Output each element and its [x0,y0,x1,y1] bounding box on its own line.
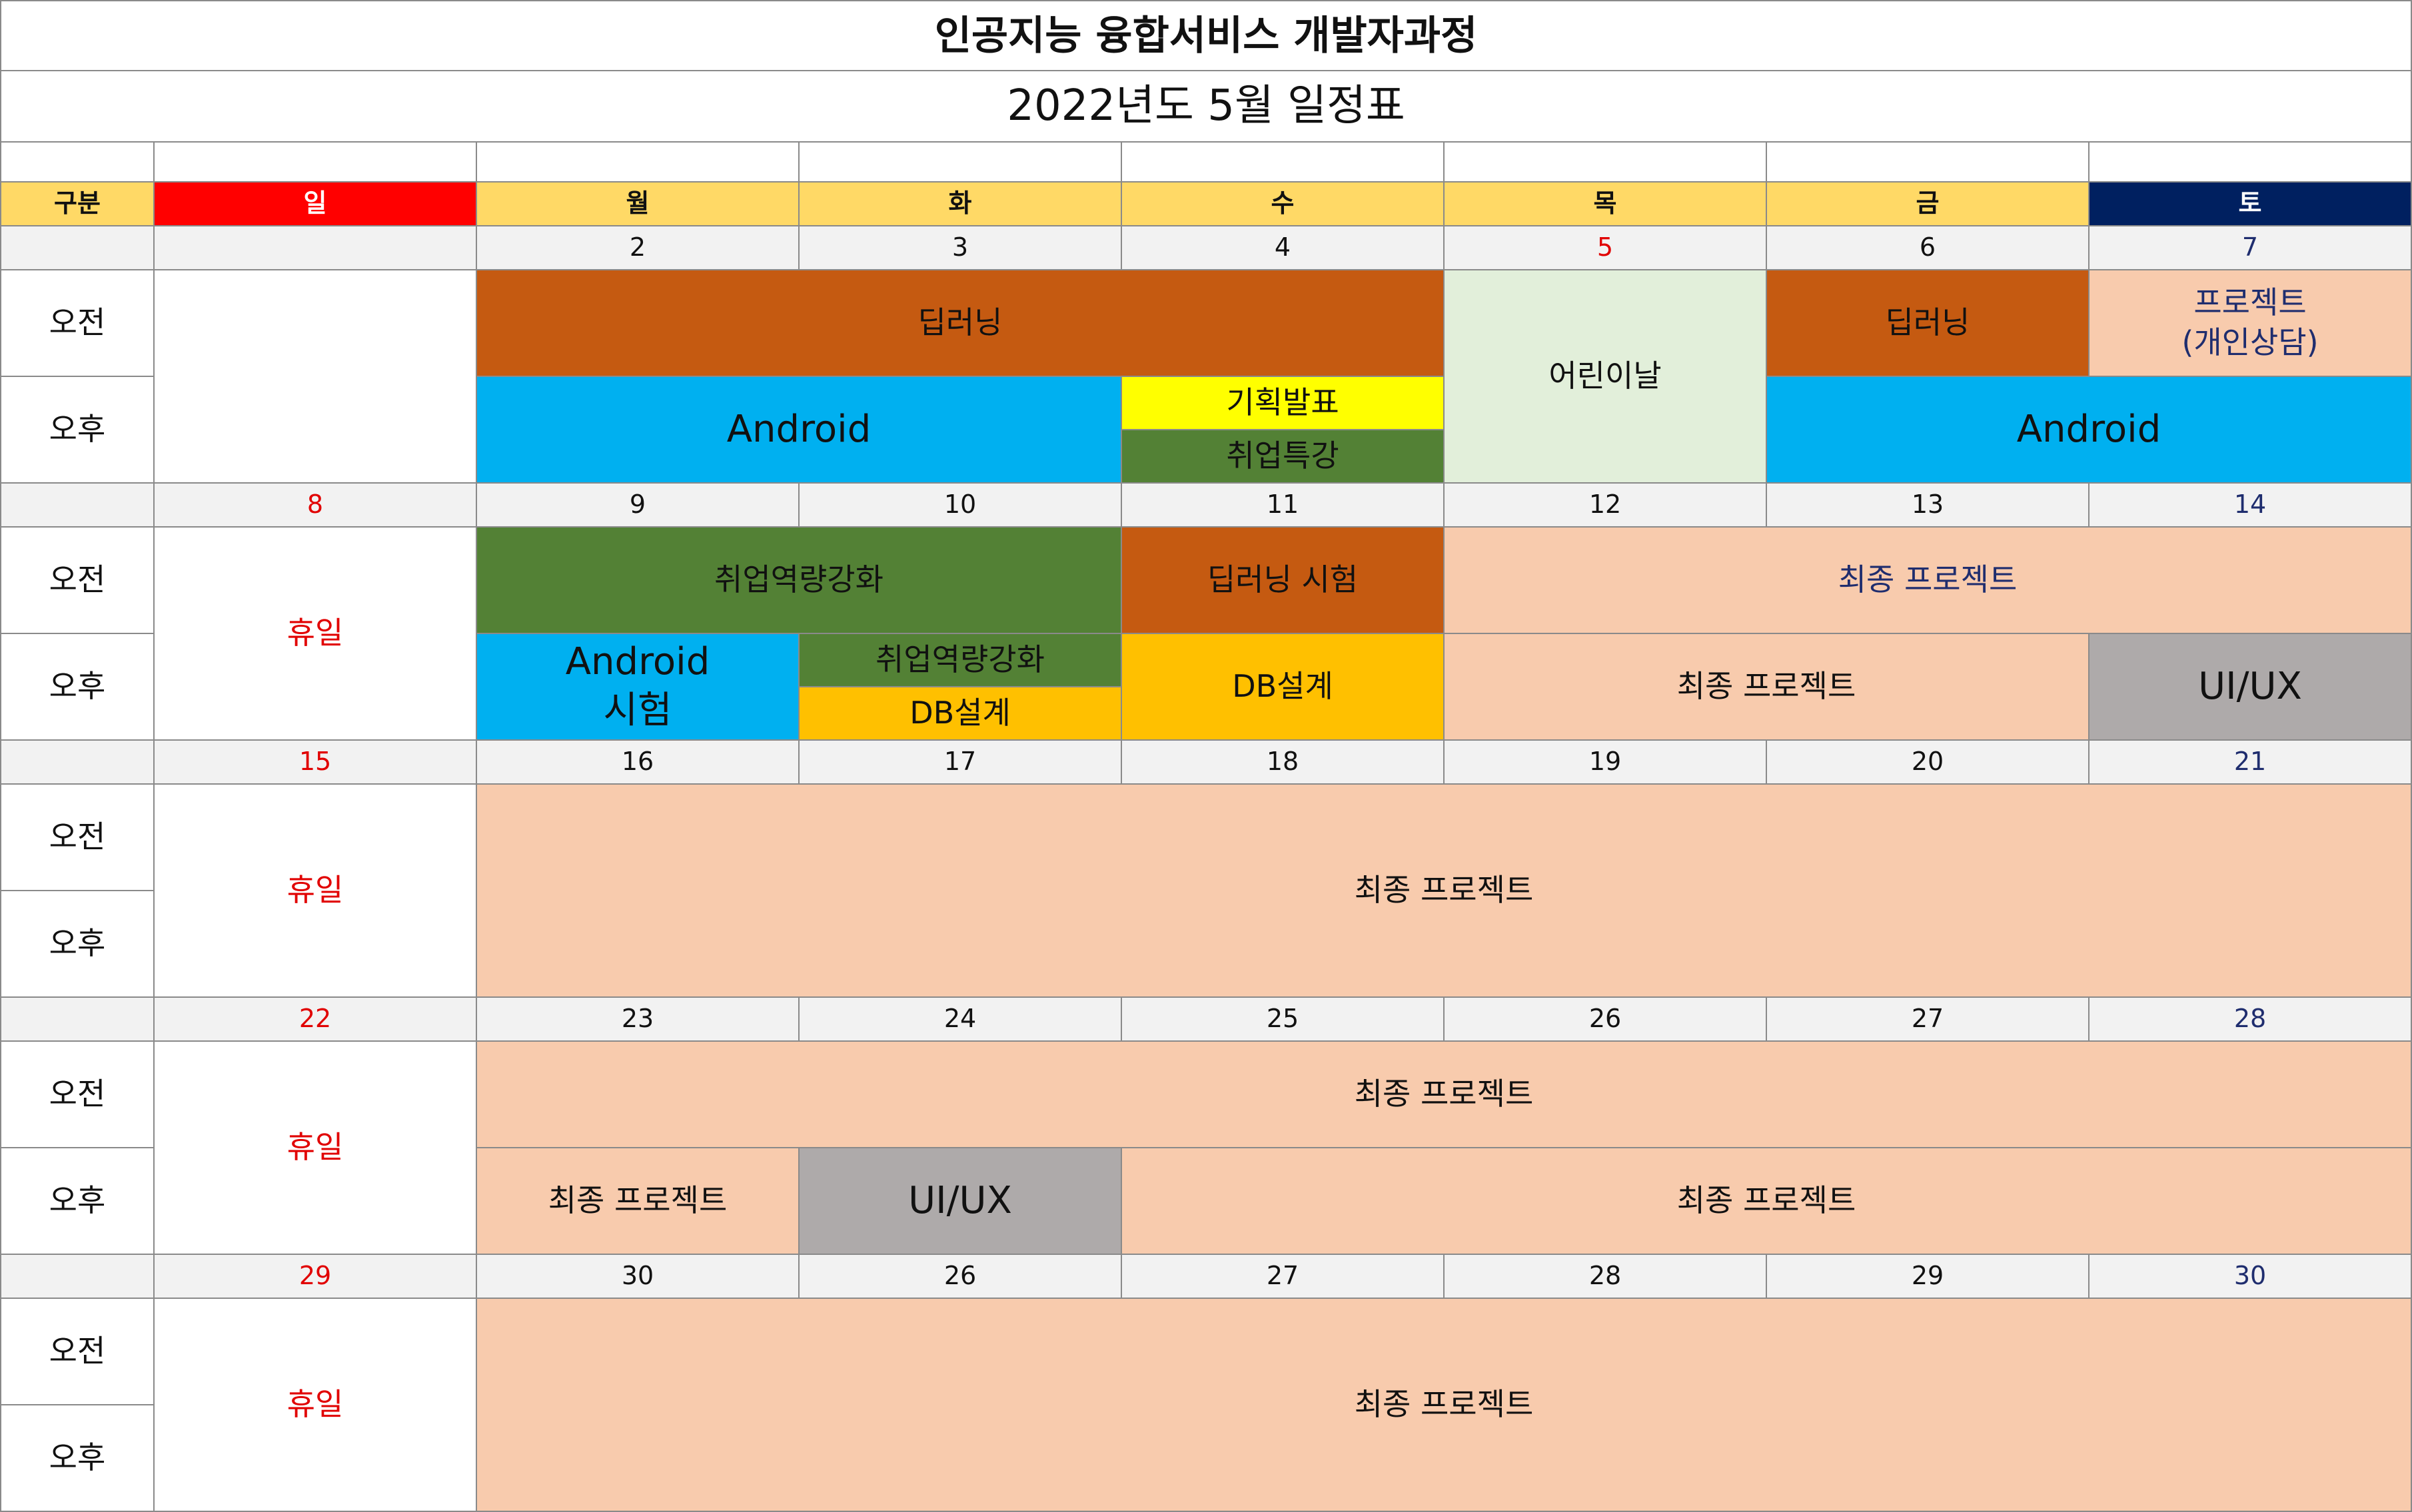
date-cell: 9 [477,484,800,528]
period-label-pm: 오후 [0,1148,155,1255]
spacer-cell [1767,143,2090,183]
day-header-sun: 일 [155,183,477,226]
date-cell: 3 [800,226,1122,270]
date-row-label [0,226,155,270]
period-label-am: 오전 [0,1042,155,1148]
date-cell: 23 [477,998,800,1042]
date-cell-sunday: 8 [155,484,477,528]
date-cell-saturday: 30 [2090,1255,2412,1299]
date-row-label [0,741,155,785]
date-cell-saturday: 28 [2090,998,2412,1042]
date-cell: 18 [1122,741,1445,785]
date-cell: 27 [1767,998,2090,1042]
sunday-holiday-cell: 휴일 [155,1299,477,1512]
day-header-tue: 화 [800,183,1122,226]
date-cell: 2 [477,226,800,270]
header-label: 구분 [0,183,155,226]
event-deep-learning: 딥러닝 [477,270,1445,377]
spacer-cell [1122,143,1445,183]
event-final-project: 최종 프로젝트 [1445,634,2090,741]
date-cell: 19 [1445,741,1767,785]
period-label-pm: 오후 [0,377,155,484]
date-cell: 28 [1445,1255,1767,1299]
spacer-cell [1445,143,1767,183]
spacer-cell [2090,143,2412,183]
day-header-fri: 금 [1767,183,2090,226]
event-deep-learning-exam: 딥러닝 시험 [1122,528,1445,634]
event-final-project: 최종 프로젝트 [477,1299,2412,1512]
date-cell: 27 [1122,1255,1445,1299]
date-cell: 30 [477,1255,800,1299]
date-cell: 4 [1122,226,1445,270]
date-cell: 13 [1767,484,2090,528]
sunday-holiday-cell: 휴일 [155,785,477,998]
period-label-pm: 오후 [0,1405,155,1512]
date-cell-sunday: 22 [155,998,477,1042]
date-cell [155,226,477,270]
period-label-am: 오전 [0,528,155,634]
date-cell-sunday: 15 [155,741,477,785]
event-android: Android [477,377,1122,484]
spacer-cell [477,143,800,183]
day-header-wed: 수 [1122,183,1445,226]
date-cell: 26 [1445,998,1767,1042]
event-project-consult: 프로젝트 (개인상담) [2090,270,2412,377]
event-final-project: 최종 프로젝트 [1445,528,2412,634]
date-row-label [0,1255,155,1299]
event-childrens-day: 어린이날 [1445,270,1767,484]
date-cell: 6 [1767,226,2090,270]
event-final-project: 최종 프로젝트 [1122,1148,2412,1255]
date-cell: 11 [1122,484,1445,528]
date-cell-sunday: 29 [155,1255,477,1299]
date-cell-saturday: 21 [2090,741,2412,785]
page-title: 인공지능 융합서비스 개발자과정 [0,0,2412,71]
date-cell: 24 [800,998,1122,1042]
date-cell-saturday: 7 [2090,226,2412,270]
event-uiux: UI/UX [2090,634,2412,741]
event-plan-presentation: 기획발표 [1122,377,1445,430]
sunday-cell [155,270,477,484]
event-db-design: DB설계 [800,687,1122,741]
date-cell: 25 [1122,998,1445,1042]
period-label-pm: 오후 [0,634,155,741]
page-subtitle: 2022년도 5월 일정표 [0,71,2412,143]
event-employment-lecture: 취업특강 [1122,430,1445,484]
event-db-design: DB설계 [1122,634,1445,741]
period-label-am: 오전 [0,785,155,891]
event-android: Android [1767,377,2412,484]
event-android-exam: Android 시험 [477,634,800,741]
spacer-cell [0,143,155,183]
day-header-thu: 목 [1445,183,1767,226]
date-cell: 16 [477,741,800,785]
date-cell: 20 [1767,741,2090,785]
period-label-am: 오전 [0,1299,155,1405]
date-cell-saturday: 14 [2090,484,2412,528]
date-cell: 12 [1445,484,1767,528]
event-deep-learning-fri: 딥러닝 [1767,270,2090,377]
date-cell: 29 [1767,1255,2090,1299]
sunday-holiday-cell: 휴일 [155,1042,477,1255]
event-employment-boost: 취업역량강화 [800,634,1122,687]
sunday-holiday-cell: 휴일 [155,528,477,741]
event-final-project: 최종 프로젝트 [477,1148,800,1255]
date-cell: 26 [800,1255,1122,1299]
event-uiux: UI/UX [800,1148,1122,1255]
date-row-label [0,998,155,1042]
date-row-label [0,484,155,528]
day-header-mon: 월 [477,183,800,226]
event-final-project: 최종 프로젝트 [477,785,2412,998]
spacer-cell [800,143,1122,183]
date-cell: 10 [800,484,1122,528]
event-employment-boost: 취업역량강화 [477,528,1122,634]
period-label-am: 오전 [0,270,155,377]
day-header-sat: 토 [2090,183,2412,226]
spacer-cell [155,143,477,183]
period-label-pm: 오후 [0,891,155,998]
event-final-project: 최종 프로젝트 [477,1042,2412,1148]
date-cell-holiday: 5 [1445,226,1767,270]
date-cell: 17 [800,741,1122,785]
